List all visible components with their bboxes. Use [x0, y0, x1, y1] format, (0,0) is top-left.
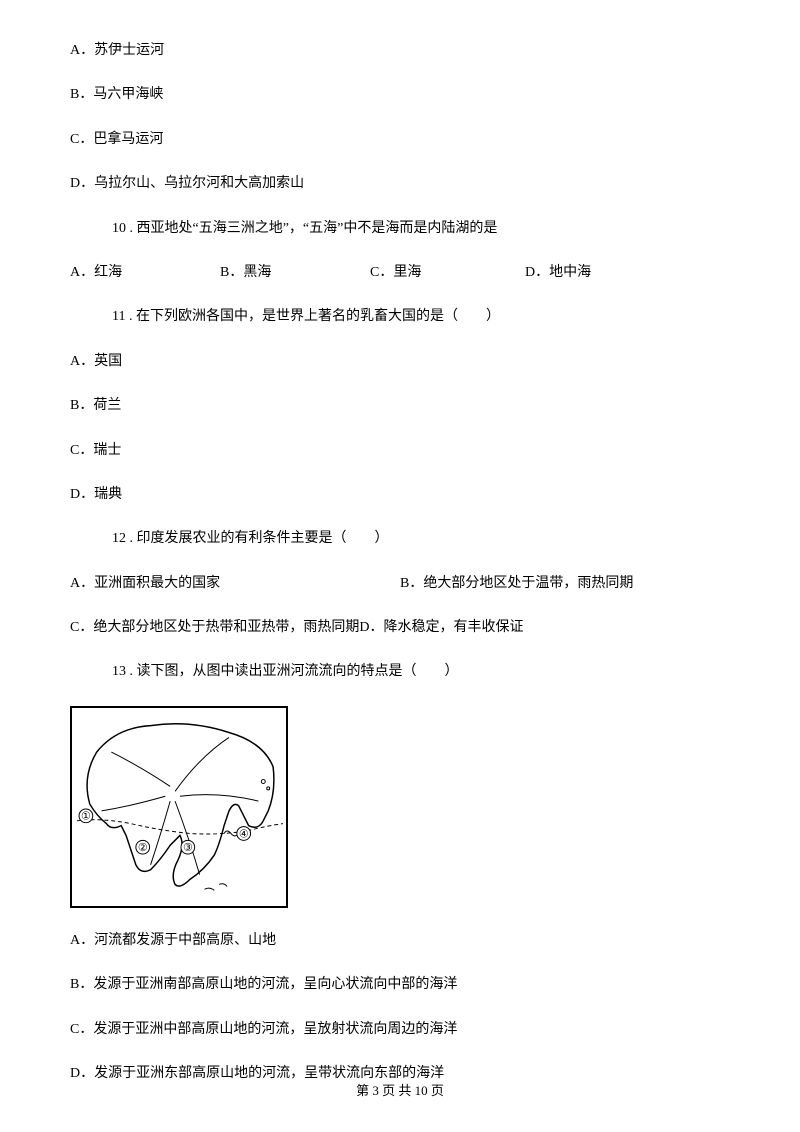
q13-option-c: C．发源于亚洲中部高原山地的河流，呈放射状流向周边的海洋 — [70, 1019, 730, 1041]
asia-map-figure: ① ② ③ ④ — [70, 706, 730, 908]
svg-text:②: ② — [138, 842, 148, 854]
q13-stem: 13 . 读下图，从图中读出亚洲河流流向的特点是（ ） — [70, 661, 730, 683]
q10-option-d: D．地中海 — [525, 262, 625, 284]
q12-option-a: A．亚洲面积最大的国家 — [70, 573, 400, 595]
q11-option-a: A．英国 — [70, 351, 730, 373]
q11-option-b: B．荷兰 — [70, 395, 730, 417]
q9-option-b: B．马六甲海峡 — [70, 84, 730, 106]
q10-option-a: A．红海 — [70, 262, 220, 284]
q9-option-d: D．乌拉尔山、乌拉尔河和大高加索山 — [70, 173, 730, 195]
q9-option-a: A．苏伊士运河 — [70, 40, 730, 62]
svg-text:④: ④ — [239, 828, 249, 840]
page-footer: 第 3 页 共 10 页 — [0, 1081, 800, 1102]
q11-stem: 11 . 在下列欧洲各国中，是世界上著名的乳畜大国的是（ ） — [70, 306, 730, 328]
q11-option-d: D．瑞典 — [70, 484, 730, 506]
q12-option-d: D．降水稳定，有丰收保证 — [359, 620, 523, 635]
q13-option-a: A．河流都发源于中部高原、山地 — [70, 930, 730, 952]
q12-option-c: C．绝大部分地区处于热带和亚热带，雨热同期 — [70, 620, 359, 635]
svg-text:①: ① — [81, 811, 91, 823]
q9-option-c: C．巴拿马运河 — [70, 129, 730, 151]
q12-option-b: B．绝大部分地区处于温带，雨热同期 — [400, 573, 730, 595]
q10-options-row: A．红海 B．黑海 C．里海 D．地中海 — [70, 262, 730, 284]
q11-option-c: C．瑞士 — [70, 440, 730, 462]
q13-option-b: B．发源于亚洲南部高原山地的河流，呈向心状流向中部的海洋 — [70, 974, 730, 996]
asia-map-svg: ① ② ③ ④ — [70, 706, 288, 908]
q12-row2: C．绝大部分地区处于热带和亚热带，雨热同期D．降水稳定，有丰收保证 — [70, 617, 730, 639]
q12-row1: A．亚洲面积最大的国家 B．绝大部分地区处于温带，雨热同期 — [70, 573, 730, 595]
q10-option-c: C．里海 — [370, 262, 525, 284]
q10-option-b: B．黑海 — [220, 262, 370, 284]
svg-text:③: ③ — [183, 842, 193, 854]
q10-stem: 10 . 西亚地处“五海三洲之地”，“五海”中不是海而是内陆湖的是 — [70, 218, 730, 240]
q12-stem: 12 . 印度发展农业的有利条件主要是（ ） — [70, 528, 730, 550]
